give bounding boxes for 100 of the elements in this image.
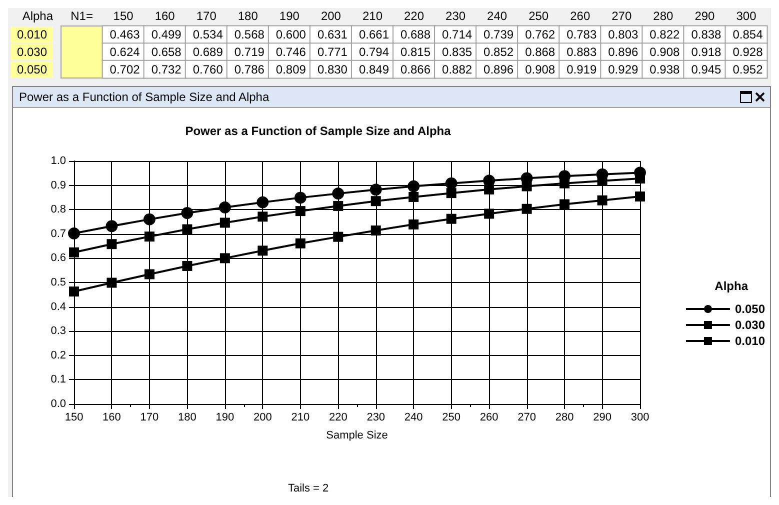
y-tick-label: 0.1	[50, 374, 66, 386]
x-tick-label: 190	[279, 9, 300, 23]
x-tick-label: 280	[555, 412, 574, 424]
legend-title: Alpha	[714, 279, 748, 293]
x-tick-label: 150	[113, 9, 134, 23]
data-label: 0.463	[110, 28, 140, 42]
data-label: 0.732	[151, 62, 182, 76]
y-axis-title: Alpha	[22, 9, 54, 23]
x-tick-label: 220	[404, 9, 424, 23]
x-tick-label: 230	[446, 9, 466, 23]
x-tick-label: 300	[630, 412, 650, 424]
y-tick-label: 0.2	[50, 349, 66, 362]
data-label: 0.739	[484, 28, 514, 42]
y-tick-label: 0.030	[17, 45, 48, 59]
data-label: 0.815	[400, 45, 431, 59]
data-label: 0.838	[691, 28, 722, 42]
data-label: 0.882	[442, 62, 472, 76]
chart-title: Power as a Function of Sample Size and Alpha	[185, 124, 452, 138]
data-label: 0.719	[234, 45, 265, 59]
data-label: 0.908	[525, 62, 556, 76]
data-label: 0.661	[358, 28, 390, 42]
data-label: 0.952	[732, 62, 764, 76]
data-label: 0.908	[650, 45, 680, 59]
x-tick-label: 300	[736, 9, 757, 23]
data-label: 0.883	[566, 45, 597, 59]
data-label: 0.835	[442, 45, 472, 59]
y-tick-label: 1.0	[50, 155, 66, 167]
x-tick-label: 160	[102, 412, 121, 424]
y-tick-label: 0.8	[50, 204, 66, 216]
x-tick-label: 260	[570, 9, 590, 23]
data-label: 0.919	[566, 62, 597, 76]
data-label: 0.896	[608, 45, 638, 59]
x-tick-label: 290	[694, 9, 716, 23]
data-label: 0.809	[276, 62, 306, 76]
data-label: 0.600	[276, 28, 306, 42]
x-tick-label: 290	[593, 412, 612, 424]
x-tick-label: 160	[154, 9, 176, 23]
y-tick-label: 0.0	[50, 398, 66, 410]
chart-title: Power as a Function of Sample Size and Alpha	[19, 90, 270, 104]
data-label: 0.918	[691, 45, 722, 59]
data-label: 0.534	[192, 28, 224, 42]
x-tick-label: 170	[196, 9, 217, 23]
data-label: 0.929	[608, 62, 638, 76]
data-label: 0.938	[650, 62, 680, 76]
data-label: 0.854	[732, 28, 764, 42]
x-tick-label: 250	[528, 9, 549, 23]
x-tick-label: 240	[404, 412, 423, 424]
data-label: 0.702	[110, 62, 140, 76]
legend-label: 0.030	[734, 318, 766, 332]
x-tick-label: 200	[320, 9, 342, 23]
data-label: 0.830	[317, 62, 348, 76]
data-label: 0.746	[276, 45, 306, 59]
x-tick-label: 270	[612, 9, 632, 23]
x-tick-label: 150	[64, 412, 84, 424]
data-label: 0.783	[566, 28, 597, 42]
x-tick-label: 260	[480, 412, 498, 424]
data-label: 0.786	[234, 62, 265, 76]
x-tick-label: 280	[653, 9, 674, 23]
x-tick-label: 180	[238, 9, 258, 23]
data-label: 0.803	[608, 28, 638, 42]
text: Tails = 2	[288, 482, 329, 494]
data-label: 0.945	[691, 62, 722, 76]
y-tick-label: 0.050	[17, 62, 48, 76]
data-label: 0.852	[484, 45, 514, 59]
data-label: 0.624	[110, 45, 140, 59]
y-tick-label: 0.010	[17, 28, 48, 42]
x-tick-label: 270	[518, 412, 536, 424]
y-tick-label: 0.4	[50, 300, 66, 313]
data-label: 0.714	[442, 28, 472, 42]
y-tick-label: 0.6	[50, 252, 66, 264]
x-tick-label: 180	[178, 412, 196, 424]
data-label: 0.760	[192, 62, 224, 76]
data-label: 0.928	[732, 45, 764, 59]
x-tick-label: 210	[291, 412, 310, 424]
data-label: 0.771	[317, 45, 348, 59]
data-label: 0.849	[358, 62, 390, 76]
x-tick-label: 210	[362, 9, 383, 23]
data-label: 0.658	[151, 45, 182, 59]
x-tick-label: N1=	[70, 9, 93, 23]
x-tick-label: 190	[216, 412, 234, 424]
x-tick-label: 250	[442, 412, 461, 424]
x-tick-label: 170	[140, 412, 159, 424]
x-tick-label: 200	[253, 412, 272, 424]
y-tick-label: 0.5	[50, 276, 66, 288]
y-tick-label: 0.7	[50, 228, 66, 240]
x-axis-title: Sample Size	[326, 430, 388, 442]
x-tick-label: 230	[366, 412, 386, 424]
data-label: 0.822	[650, 28, 680, 42]
data-label: 0.868	[525, 45, 556, 59]
data-label: 0.866	[400, 62, 431, 76]
legend-label: 0.050	[734, 302, 766, 316]
data-label: 0.568	[234, 28, 265, 42]
data-label: 0.794	[358, 45, 390, 59]
x-tick-label: 240	[487, 9, 508, 23]
y-tick-label: 0.9	[50, 179, 66, 192]
legend-label: 0.010	[734, 334, 766, 348]
data-label: 0.688	[400, 28, 431, 42]
data-label: 0.631	[317, 28, 348, 42]
data-label: 0.499	[151, 28, 182, 42]
x-tick-label: 220	[328, 412, 348, 424]
